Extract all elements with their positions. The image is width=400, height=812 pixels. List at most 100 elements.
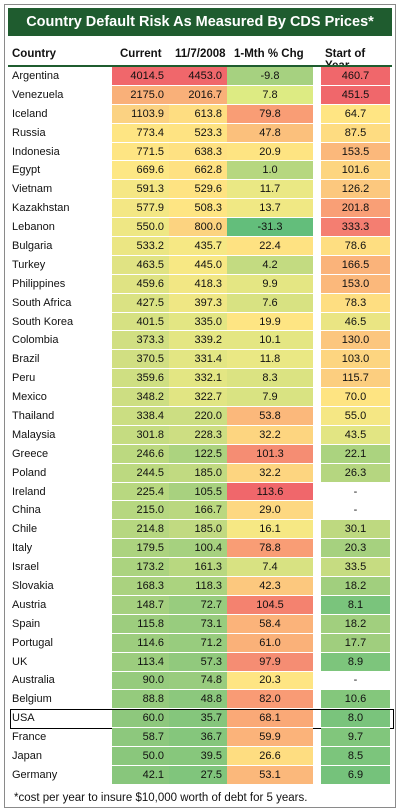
nov-cell: 523.3 xyxy=(169,123,227,142)
table-row: China 215.0 166.7 29.0- xyxy=(8,501,392,521)
start-cell: 115.7 xyxy=(321,369,390,388)
nov-cell: 39.5 xyxy=(169,747,227,765)
country-cell: Iceland xyxy=(12,107,48,120)
table-title: Country Default Risk As Measured By CDS … xyxy=(8,8,392,36)
current-cell: 42.1 xyxy=(112,765,169,784)
current-cell: 168.3 xyxy=(112,577,169,595)
start-cell: 46.5 xyxy=(321,312,390,331)
chg-cell: 11.7 xyxy=(227,180,313,199)
country-cell: Russia xyxy=(12,126,46,139)
current-cell: 215.0 xyxy=(112,501,169,520)
table-row: Austria 148.7 72.7 104.5 8.1 xyxy=(8,595,392,615)
chg-cell: 79.8 xyxy=(227,104,313,123)
chg-cell: 7.9 xyxy=(227,388,313,407)
country-cell: Lebanon xyxy=(12,221,55,234)
country-cell: Japan xyxy=(12,750,42,762)
start-cell: 33.5 xyxy=(321,558,390,577)
country-cell: France xyxy=(12,731,47,744)
country-cell: Colombia xyxy=(12,334,59,347)
current-cell: 246.6 xyxy=(112,444,169,463)
nov-cell: 105.5 xyxy=(169,482,227,501)
country-cell: Philippines xyxy=(12,277,66,290)
start-cell: 166.5 xyxy=(321,255,390,274)
country-cell: Belgium xyxy=(12,693,52,706)
current-cell: 244.5 xyxy=(112,463,169,482)
header-nov: 11/7/2008 xyxy=(175,48,226,60)
country-cell: Thailand xyxy=(12,409,55,422)
start-cell: 55.0 xyxy=(321,407,390,425)
header-divider xyxy=(8,65,392,67)
table-frame: Country Default Risk As Measured By CDS … xyxy=(4,4,396,808)
country-cell: Brazil xyxy=(12,353,40,366)
chg-cell: 78.8 xyxy=(227,539,313,558)
current-cell: 401.5 xyxy=(112,312,169,331)
current-cell: 533.2 xyxy=(112,237,169,255)
table-row: Israel 173.2 161.3 7.4 33.5 xyxy=(8,558,392,578)
table-row: South Korea 401.5 335.0 19.9 46.5 xyxy=(8,312,392,332)
start-cell: 10.6 xyxy=(321,690,390,709)
current-cell: 90.0 xyxy=(112,671,169,690)
nov-cell: 161.3 xyxy=(169,558,227,577)
current-cell: 225.4 xyxy=(112,482,169,501)
chg-cell: 61.0 xyxy=(227,633,313,652)
chg-cell: 9.9 xyxy=(227,274,313,293)
nov-cell: 73.1 xyxy=(169,614,227,633)
table-row: Russia 773.4 523.3 47.8 87.5 xyxy=(8,123,392,143)
current-cell: 4014.5 xyxy=(112,67,169,85)
country-cell: Turkey xyxy=(12,258,46,271)
start-cell: 6.9 xyxy=(321,765,390,784)
current-cell: 591.3 xyxy=(112,180,169,199)
chg-cell: 68.1 xyxy=(227,709,313,728)
table-row: USA 60.0 35.7 68.1 8.0 xyxy=(8,709,392,729)
chg-cell: 11.8 xyxy=(227,350,313,369)
nov-cell: 185.0 xyxy=(169,463,227,482)
current-cell: 2175.0 xyxy=(112,85,169,104)
header-chg: 1-Mth % Chg xyxy=(234,48,304,60)
chg-cell: 29.0 xyxy=(227,501,313,520)
start-cell: 70.0 xyxy=(321,388,390,407)
current-cell: 359.6 xyxy=(112,369,169,388)
table-row: Egypt 669.6 662.8 1.0 101.6 xyxy=(8,161,392,181)
table-row: Poland 244.5 185.0 32.2 26.3 xyxy=(8,463,392,483)
country-cell: UK xyxy=(12,655,28,668)
nov-cell: 35.7 xyxy=(169,709,227,728)
start-cell: 153.0 xyxy=(321,274,390,293)
chg-cell: 1.0 xyxy=(227,161,313,180)
current-cell: 115.8 xyxy=(112,614,169,633)
start-cell: 43.5 xyxy=(321,425,390,444)
table-row: South Africa 427.5 397.3 7.6 78.3 xyxy=(8,293,392,313)
nov-cell: 71.2 xyxy=(169,633,227,652)
current-cell: 88.8 xyxy=(112,690,169,709)
table-row: Greece 246.6 122.5 101.3 22.1 xyxy=(8,444,392,464)
start-cell: 8.9 xyxy=(321,652,390,671)
table-row: France 58.7 36.7 59.9 9.7 xyxy=(8,728,392,748)
start-cell: 153.5 xyxy=(321,142,390,161)
chg-cell: 32.2 xyxy=(227,425,313,444)
nov-cell: 27.5 xyxy=(169,765,227,784)
table-row: Iceland 1103.9 613.8 79.8 64.7 xyxy=(8,104,392,124)
current-cell: 148.7 xyxy=(112,595,169,614)
nov-cell: 397.3 xyxy=(169,293,227,312)
start-cell: 451.5 xyxy=(321,85,390,104)
nov-cell: 2016.7 xyxy=(169,85,227,104)
current-cell: 771.5 xyxy=(112,142,169,161)
country-cell: Indonesia xyxy=(12,145,60,158)
table-row: Australia 90.0 74.8 20.3- xyxy=(8,671,392,691)
country-cell: Bulgaria xyxy=(12,239,53,252)
chg-cell: 58.4 xyxy=(227,614,313,633)
table-row: Brazil 370.5 331.4 11.8 103.0 xyxy=(8,350,392,370)
table-row: Slovakia 168.3 118.3 42.3 18.2 xyxy=(8,577,392,596)
chg-cell: 82.0 xyxy=(227,690,313,709)
chg-cell: 42.3 xyxy=(227,577,313,595)
chg-cell: 20.9 xyxy=(227,142,313,161)
table-row: Peru 359.6 332.1 8.3 115.7 xyxy=(8,369,392,389)
chg-cell: 59.9 xyxy=(227,728,313,747)
start-cell: 64.7 xyxy=(321,104,390,123)
nov-cell: 166.7 xyxy=(169,501,227,520)
start-cell: 78.6 xyxy=(321,237,390,255)
table-row: Japan 50.0 39.5 26.6 8.5 xyxy=(8,747,392,766)
current-cell: 179.5 xyxy=(112,539,169,558)
current-cell: 370.5 xyxy=(112,350,169,369)
chg-cell: 104.5 xyxy=(227,595,313,614)
country-cell: Peru xyxy=(12,372,36,385)
